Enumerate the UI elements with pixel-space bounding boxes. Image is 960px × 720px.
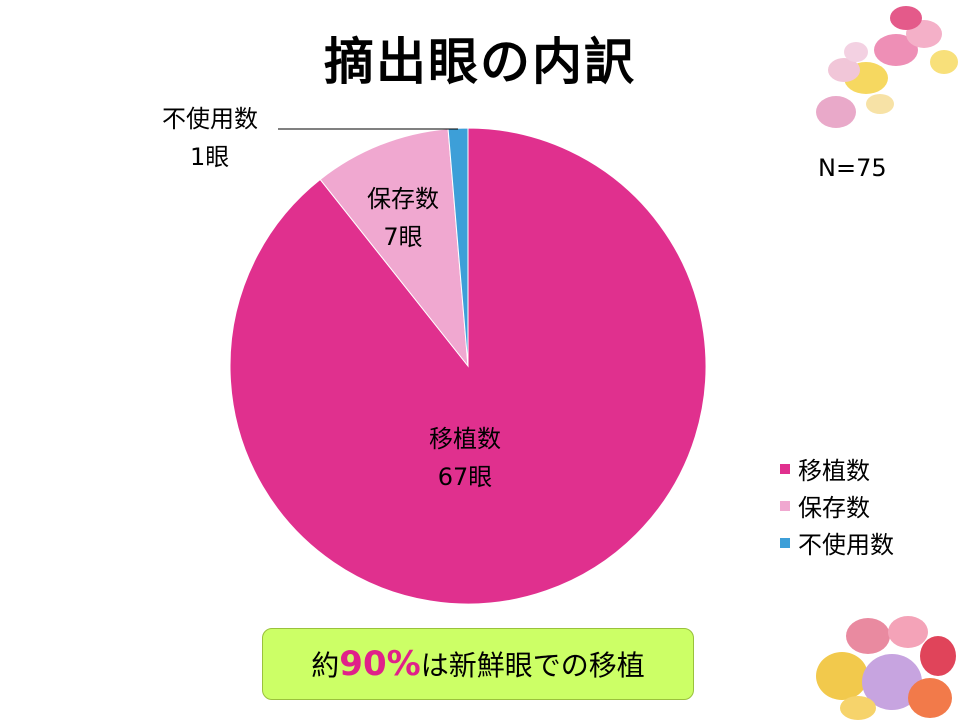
slice-label-unused: 不使用数 1眼 xyxy=(140,100,280,176)
summary-note-highlight: 90% xyxy=(339,644,421,684)
slice-label-stored-value: 7眼 xyxy=(383,223,423,251)
legend-label-transplant: 移植数 xyxy=(798,457,870,485)
legend-item-stored: 保存数 xyxy=(780,487,894,524)
slice-label-stored: 保存数 7眼 xyxy=(348,180,458,256)
legend-swatch-stored xyxy=(780,500,790,511)
page-title: 摘出眼の内訳 xyxy=(324,33,636,91)
slice-label-transplant: 移植数 67眼 xyxy=(410,420,520,496)
legend-label-unused: 不使用数 xyxy=(798,531,894,559)
summary-note-prefix: 約 xyxy=(311,649,340,682)
slice-label-unused-value: 1眼 xyxy=(190,143,230,171)
pie-slice-stored xyxy=(319,128,469,368)
sample-size-label: N=75 xyxy=(818,154,887,182)
slice-label-unused-name: 不使用数 xyxy=(162,105,258,133)
summary-note: 約 90% は新鮮眼での移植 xyxy=(262,628,694,700)
legend-item-unused: 不使用数 xyxy=(780,524,894,561)
slice-label-transplant-name: 移植数 xyxy=(429,425,501,453)
legend-item-transplant: 移植数 xyxy=(780,450,894,487)
candy-decoration-top xyxy=(816,6,958,128)
legend-swatch-unused xyxy=(780,537,790,548)
legend-swatch-transplant xyxy=(780,463,790,474)
candy-decoration-bottom xyxy=(816,616,956,720)
slice-label-stored-name: 保存数 xyxy=(367,185,439,213)
chart-legend: 移植数 保存数 不使用数 xyxy=(780,450,894,561)
legend-label-stored: 保存数 xyxy=(798,494,870,522)
slice-label-transplant-value: 67眼 xyxy=(437,463,493,491)
summary-note-suffix: は新鮮眼での移植 xyxy=(420,649,645,682)
